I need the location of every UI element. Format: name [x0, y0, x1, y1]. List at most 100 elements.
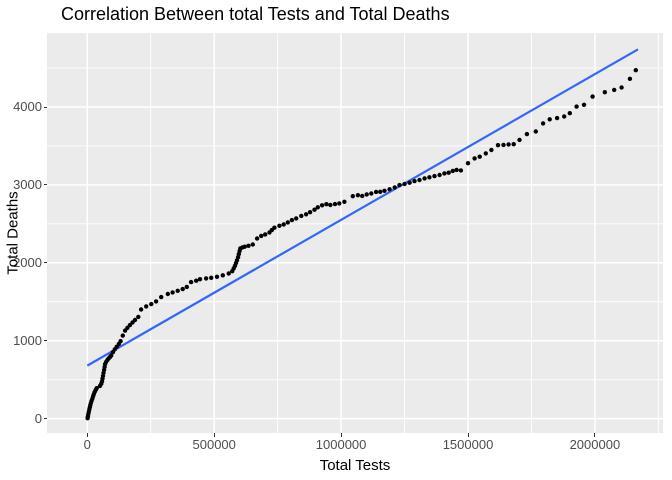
data-point [402, 181, 407, 187]
data-point [562, 114, 567, 119]
data-point [373, 189, 379, 195]
data-point [472, 156, 477, 161]
data-point [355, 193, 361, 198]
data-point [254, 236, 260, 241]
data-point [517, 137, 522, 143]
data-point [118, 339, 123, 344]
x-tick-mark [86, 433, 88, 437]
x-tick-mark [594, 433, 596, 437]
data-point [194, 278, 199, 283]
data-point [285, 220, 290, 225]
data-point [360, 193, 365, 199]
data-point [165, 291, 170, 297]
data-point [574, 104, 579, 109]
data-point [458, 168, 464, 173]
x-tick-mark [340, 433, 342, 437]
data-point [299, 213, 304, 219]
data-point [94, 386, 99, 391]
data-point [303, 212, 309, 217]
data-point [294, 216, 299, 221]
x-tick-mark [213, 433, 215, 437]
data-point [289, 217, 295, 223]
data-point [387, 187, 392, 192]
data-point [203, 276, 209, 281]
data-point [619, 85, 624, 90]
data-point [153, 299, 159, 304]
data-point [250, 242, 255, 247]
data-point [547, 117, 552, 122]
regression-line [86, 48, 639, 367]
data-point [319, 203, 325, 208]
data-point [397, 182, 402, 188]
data-point [350, 194, 355, 199]
data-point [246, 243, 251, 248]
data-point [489, 147, 494, 153]
y-tick-label: 2000 [13, 254, 42, 270]
x-tick-label: 1000000 [315, 437, 367, 452]
data-point [364, 192, 369, 197]
data-point [272, 225, 277, 230]
y-tick-mark [43, 106, 47, 108]
data-point [378, 189, 383, 194]
y-tick-label: 1000 [13, 332, 42, 348]
data-point [109, 353, 114, 358]
data-point [450, 168, 455, 174]
y-tick-mark [43, 340, 47, 342]
data-point [392, 185, 397, 190]
data-point [432, 173, 437, 179]
data-point [324, 202, 329, 207]
data-point [342, 199, 347, 204]
data-point [483, 151, 488, 156]
data-point [602, 90, 607, 95]
data-point [495, 143, 501, 148]
data-point [506, 142, 511, 147]
x-tick-label: 1500000 [442, 437, 494, 452]
data-point [533, 129, 538, 134]
plot-canvas [47, 33, 663, 433]
data-point [242, 244, 247, 249]
data-point [144, 304, 149, 309]
data-point [590, 94, 595, 99]
data-point [315, 205, 320, 210]
data-point [259, 233, 264, 239]
y-tick-mark [43, 418, 47, 420]
data-point [477, 154, 482, 159]
data-point [511, 142, 516, 147]
data-point [328, 202, 333, 208]
data-point [412, 178, 417, 184]
data-point [627, 76, 633, 81]
y-axis-title: Total Deaths [4, 191, 22, 275]
data-point [427, 175, 432, 180]
data-point [382, 188, 387, 193]
data-point [567, 111, 572, 116]
data-point [136, 314, 141, 320]
y-tick-label: 4000 [13, 99, 42, 114]
data-point [501, 142, 506, 148]
x-axis-title: Total Tests [319, 457, 391, 474]
data-point [226, 271, 231, 276]
data-point [263, 232, 268, 237]
data-point [214, 274, 220, 279]
data-point [454, 167, 459, 173]
y-tick-mark [43, 184, 47, 186]
x-tick-label: 2000000 [569, 437, 621, 452]
data-point [170, 290, 175, 295]
data-point [422, 176, 427, 181]
data-point [612, 87, 617, 93]
data-point [175, 288, 180, 293]
y-tick-label: 0 [34, 410, 42, 426]
data-point [369, 191, 374, 196]
data-point [407, 180, 412, 185]
data-point [540, 121, 546, 126]
data-point [554, 115, 560, 121]
data-point [337, 201, 342, 206]
data-point [209, 275, 214, 280]
y-tick-mark [43, 262, 47, 264]
x-tick-label: 500000 [192, 437, 236, 452]
data-point [417, 177, 422, 183]
y-tick-label: 3000 [13, 176, 42, 192]
data-point [281, 222, 286, 227]
data-point [159, 294, 164, 300]
x-tick-label: 0 [83, 437, 91, 452]
